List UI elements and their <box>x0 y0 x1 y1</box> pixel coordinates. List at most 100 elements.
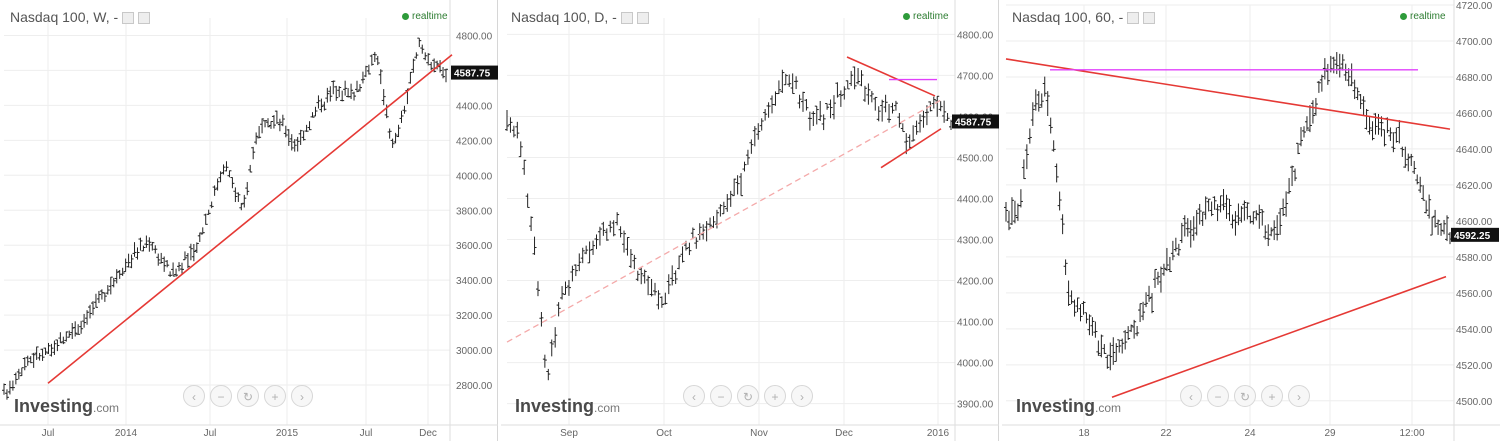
ohlc-bar <box>162 256 167 272</box>
ohlc-bar <box>704 221 709 242</box>
ohlc-bar <box>1260 209 1265 226</box>
ohlc-bar <box>337 86 342 98</box>
ohlc-bar <box>1257 204 1262 229</box>
ohlc-bar <box>1412 160 1417 175</box>
ohlc-bar <box>159 252 164 264</box>
ohlc-bar <box>257 126 262 139</box>
ohlc-bar <box>804 99 809 111</box>
ohlc-bar <box>1424 200 1429 214</box>
dashed-support-trendline <box>506 99 942 343</box>
ohlc-bar <box>93 293 98 308</box>
ohlc-bar <box>1009 197 1014 226</box>
y-tick-label: 4000.00 <box>957 359 994 370</box>
close-icon[interactable] <box>138 12 151 25</box>
zoom-out-button[interactable]: − <box>210 385 232 407</box>
ohlc-bar <box>831 95 836 120</box>
ohlc-bar <box>233 187 238 203</box>
chevron-right-button[interactable]: › <box>291 385 313 407</box>
ohlc-bar <box>426 53 431 66</box>
ohlc-bar <box>811 111 816 127</box>
ohlc-bar <box>876 106 881 122</box>
ohlc-bar <box>1099 334 1104 358</box>
chart-panel-daily: 4800.004700.004600.004500.004400.004300.… <box>501 0 999 441</box>
ohlc-bar <box>1307 105 1312 133</box>
ohlc-bar <box>215 178 220 191</box>
ohlc-bar <box>31 352 36 368</box>
ohlc-bar <box>260 118 265 134</box>
ohlc-bar <box>174 268 179 277</box>
y-tick-label: 4720.00 <box>1456 1 1493 12</box>
ohlc-bar <box>938 101 943 112</box>
ohlc-bar <box>129 254 134 269</box>
x-tick-label: Jul <box>360 428 373 439</box>
y-tick-label: 4500.00 <box>1456 397 1493 408</box>
ohlc-bar <box>1352 79 1357 100</box>
ohlc-bar <box>1218 195 1223 213</box>
zoom-in-button[interactable]: + <box>764 385 786 407</box>
chevron-left-button[interactable]: ‹ <box>183 385 205 407</box>
ohlc-bar <box>783 73 788 86</box>
chart-weekly: 4800.004600.004400.004200.004000.003800.… <box>0 0 498 441</box>
y-tick-label: 4300.00 <box>957 236 994 247</box>
ohlc-bar <box>542 354 547 368</box>
ohlc-bar <box>818 100 823 121</box>
settings-icon[interactable] <box>1127 12 1140 25</box>
ohlc-bar <box>890 102 895 114</box>
ohlc-bar <box>292 139 297 152</box>
ohlc-bar <box>1436 219 1441 235</box>
ohlc-bar <box>1406 153 1411 172</box>
reset-button[interactable]: ↻ <box>1234 385 1256 407</box>
y-tick-label: 3200.00 <box>456 311 493 322</box>
ohlc-bar <box>1251 211 1256 225</box>
ohlc-bar <box>1224 194 1229 219</box>
zoom-in-button[interactable]: + <box>264 385 286 407</box>
reset-button[interactable]: ↻ <box>737 385 759 407</box>
y-tick-label: 4500.00 <box>957 153 994 164</box>
y-tick-label: 4400.00 <box>957 194 994 205</box>
ohlc-bar <box>185 253 190 269</box>
ohlc-bar <box>535 281 540 297</box>
ohlc-bar <box>1024 144 1029 170</box>
y-tick-label: 4560.00 <box>1456 289 1493 300</box>
chevron-left-button[interactable]: ‹ <box>1180 385 1202 407</box>
settings-icon[interactable] <box>122 12 135 25</box>
ohlc-bar <box>179 262 184 274</box>
chevron-right-icon: › <box>300 390 304 404</box>
y-tick-label: 3800.00 <box>456 206 493 217</box>
ohlc-bar <box>529 216 534 231</box>
x-tick-label: Jul <box>204 428 217 439</box>
reset-button[interactable]: ↻ <box>237 385 259 407</box>
chart-nav-controls: ‹ − ↻ + › <box>683 385 813 407</box>
settings-icon[interactable] <box>620 12 633 25</box>
ohlc-bar <box>355 80 360 93</box>
chart-nav-controls: ‹ − ↻ + › <box>183 385 313 407</box>
chevron-left-button[interactable]: ‹ <box>683 385 705 407</box>
x-tick-label: Dec <box>835 428 853 439</box>
ohlc-bar <box>417 37 422 48</box>
ohlc-bar <box>1427 194 1432 219</box>
ohlc-bar <box>221 164 226 175</box>
zoom-in-button[interactable]: + <box>1261 385 1283 407</box>
chevron-right-button[interactable]: › <box>1288 385 1310 407</box>
ohlc-bar <box>1179 222 1184 244</box>
ohlc-bar <box>322 101 327 111</box>
ohlc-bar <box>1039 93 1044 108</box>
zoom-out-button[interactable]: − <box>1207 385 1229 407</box>
close-icon[interactable] <box>1143 12 1156 25</box>
ohlc-bar <box>766 102 771 118</box>
ohlc-bar <box>859 70 864 87</box>
ohlc-bar <box>378 69 383 85</box>
close-icon[interactable] <box>636 12 649 25</box>
ohlc-bar <box>1397 120 1402 144</box>
ohlc-bar <box>283 125 288 138</box>
y-tick-label: 3600.00 <box>456 241 493 252</box>
ohlc-bar <box>1296 142 1301 155</box>
ohlc-bar <box>298 129 303 145</box>
ohlc-bar <box>1185 218 1190 237</box>
ohlc-bar <box>212 185 217 196</box>
chevron-right-button[interactable]: › <box>791 385 813 407</box>
ohlc-bar <box>1349 63 1354 87</box>
zoom-out-button[interactable]: − <box>710 385 732 407</box>
ohlc-bar <box>363 65 368 78</box>
upper-wedge-trendline <box>846 56 936 97</box>
